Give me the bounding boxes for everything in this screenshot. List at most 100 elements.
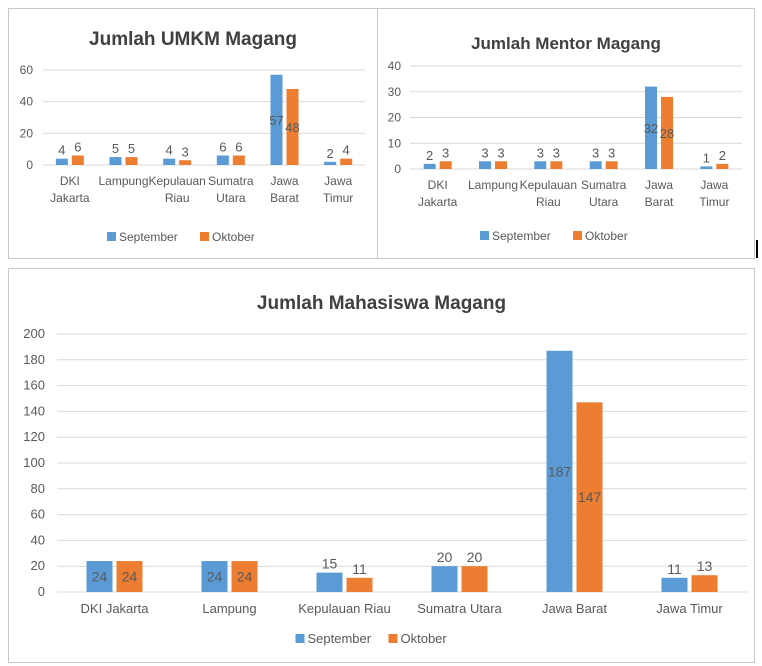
bar-oktober xyxy=(495,161,507,169)
bar-september xyxy=(479,161,491,169)
legend-item-oktober: Oktober xyxy=(573,229,628,243)
bar-oktober xyxy=(461,566,488,592)
bar-oktober xyxy=(340,158,353,165)
bar-oktober xyxy=(179,160,192,165)
chart-title: Jumlah Mentor Magang xyxy=(471,34,661,53)
data-label: 4 xyxy=(58,143,65,158)
y-tick-label: 40 xyxy=(388,59,402,73)
x-tick-label: Jawa Barat xyxy=(542,601,607,616)
data-label: 13 xyxy=(697,558,713,574)
bar-oktober xyxy=(691,575,718,592)
data-label: 6 xyxy=(74,140,81,155)
data-label: 24 xyxy=(237,569,253,585)
bar-september xyxy=(86,561,113,592)
data-label: 3 xyxy=(182,144,189,159)
y-tick-label: 0 xyxy=(26,158,33,172)
x-tick-label: DKI Jakarta xyxy=(50,174,90,205)
x-tick-label: Jawa Timur xyxy=(656,601,723,616)
data-label: 24 xyxy=(92,569,108,585)
data-label: 15 xyxy=(322,556,338,572)
chart-title: Jumlah UMKM Magang xyxy=(89,29,297,50)
data-label: 6 xyxy=(235,140,242,155)
legend-swatch xyxy=(388,634,398,643)
data-label: 57 xyxy=(269,113,283,128)
data-label: 48 xyxy=(285,120,299,135)
legend-label: Oktober xyxy=(401,631,448,646)
data-label: 11 xyxy=(667,561,682,577)
data-label: 2 xyxy=(327,146,334,161)
data-label: 3 xyxy=(481,145,488,160)
legend-label: Oktober xyxy=(585,229,628,243)
data-label: 32 xyxy=(644,121,658,136)
legend-item-september: September xyxy=(480,229,551,243)
y-tick-label: 60 xyxy=(31,507,45,522)
bar-oktober xyxy=(232,155,245,165)
data-label: 3 xyxy=(497,145,504,160)
x-tick-label: Sumatra Utara xyxy=(208,174,254,205)
data-label: 187 xyxy=(548,463,572,479)
chart-title: Jumlah Mahasiswa Magang xyxy=(257,293,506,314)
bar-september xyxy=(661,577,688,592)
legend-swatch xyxy=(107,232,116,241)
legend-swatch xyxy=(200,232,209,241)
legend-item-oktober: Oktober xyxy=(388,631,448,646)
data-label: 2 xyxy=(719,148,726,163)
bar-september xyxy=(324,161,337,165)
bar-september xyxy=(201,561,228,592)
y-tick-label: 20 xyxy=(31,558,45,573)
legend-label: September xyxy=(308,631,372,646)
y-tick-label: 20 xyxy=(388,111,402,125)
bar-september xyxy=(423,163,436,169)
bar-september xyxy=(589,161,602,169)
legend-item-september: September xyxy=(295,631,372,646)
x-tick-label: Lampung xyxy=(468,178,518,192)
y-tick-label: 100 xyxy=(23,455,45,470)
bar-september xyxy=(546,350,573,592)
x-tick-label: Kepulauan Riau xyxy=(298,601,391,616)
bar-oktober xyxy=(661,96,673,169)
y-tick-label: 10 xyxy=(388,136,402,150)
data-label: 3 xyxy=(553,145,560,160)
y-tick-label: 20 xyxy=(20,126,34,140)
data-label: 20 xyxy=(437,549,453,565)
legend-swatch xyxy=(573,231,582,240)
bar-oktober xyxy=(116,561,143,592)
x-tick-label: Kepulauan Riau xyxy=(148,174,205,205)
x-tick-label: Lampung xyxy=(98,174,148,188)
x-tick-label: DKI Jakarta xyxy=(418,178,458,209)
data-label: 5 xyxy=(112,141,119,156)
x-tick-label: Jawa Timur xyxy=(323,174,353,205)
bar-september xyxy=(109,157,122,165)
bar-oktober xyxy=(346,577,373,592)
y-tick-label: 120 xyxy=(23,429,45,444)
x-tick-label: Jawa Barat xyxy=(645,178,674,209)
bar-oktober xyxy=(550,161,563,169)
bar-september xyxy=(270,74,283,165)
bar-september xyxy=(700,166,713,169)
bar-september xyxy=(55,158,68,165)
bar-oktober xyxy=(576,402,603,592)
x-tick-label: Lampung xyxy=(202,601,256,616)
bar-oktober xyxy=(286,89,299,165)
bar-september xyxy=(431,566,458,592)
legend-item-september: September xyxy=(107,230,178,244)
chart-umkm: Jumlah UMKM Magang 0 20 40 60 4 6 DKI Jakarta 5 5 L… xyxy=(8,8,378,259)
y-tick-label: 30 xyxy=(388,85,402,99)
data-label: 24 xyxy=(122,569,138,585)
data-label: 1 xyxy=(703,150,710,165)
data-label: 2 xyxy=(426,148,433,163)
x-tick-label: Jawa Barat xyxy=(270,174,299,205)
chart-mahasiswa: Jumlah Mahasiswa Magang 0 20 40 60 80 100 120 14… xyxy=(8,268,755,663)
bar-oktober xyxy=(605,161,618,169)
chart-mentor: Jumlah Mentor Magang 0 10 20 30 40 2 3 DKI Jakart… xyxy=(377,8,755,259)
y-tick-label: 160 xyxy=(23,378,45,393)
data-label: 20 xyxy=(467,549,483,565)
y-tick-label: 180 xyxy=(23,352,45,367)
y-tick-label: 60 xyxy=(20,63,34,77)
y-tick-label: 80 xyxy=(31,481,45,496)
data-label: 28 xyxy=(660,126,674,141)
data-label: 5 xyxy=(128,141,135,156)
bar-oktober xyxy=(71,155,84,165)
data-label: 4 xyxy=(166,143,173,158)
legend-swatch xyxy=(295,634,305,643)
